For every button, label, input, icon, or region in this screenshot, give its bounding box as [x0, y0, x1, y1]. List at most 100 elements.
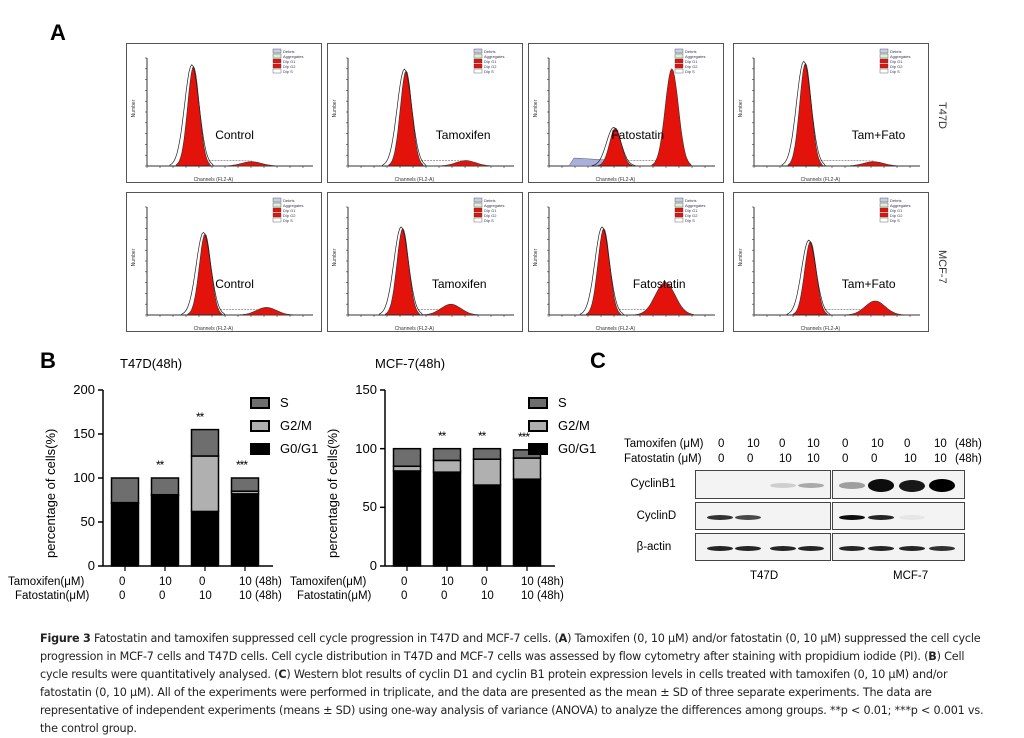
protein-band [839, 482, 865, 489]
legend-swatch [272, 68, 282, 74]
bar-segment-s [110, 477, 140, 504]
protein-band [899, 545, 925, 551]
tamoxifen-dose: 0 [842, 438, 849, 450]
legend-swatch [250, 396, 270, 409]
legend-swatch [272, 197, 282, 203]
tamoxifen-dose: 0 [779, 438, 786, 450]
protein-band [839, 514, 865, 520]
bar-segment-g2m [110, 501, 140, 505]
legend-swatch [473, 48, 483, 54]
legend-swatch [272, 48, 282, 54]
fatostatin-dose: 10 (48h) [239, 590, 282, 602]
legend-item: G2/M [528, 418, 590, 433]
fatostatin-dose: 10 [807, 453, 820, 465]
protein-label-cyclinb1: CyclinB1 [630, 478, 676, 490]
g2-peak [651, 68, 693, 167]
figure-caption: Figure 3 Fatostatin and tamoxifen suppre… [40, 630, 990, 738]
legend-swatch [528, 396, 548, 409]
blot-cyclinb1-mcf7 [832, 470, 965, 499]
panel-c-label: C [590, 348, 606, 373]
fatostatin-dose: 0 [871, 453, 878, 465]
legend-text: Aggregates [685, 203, 705, 208]
tamoxifen-dose: 0 [481, 576, 488, 588]
legend-swatch [879, 68, 889, 74]
y-axis-label: Number [738, 248, 744, 266]
legend-text: Debris [484, 198, 496, 203]
legend-swatch [674, 48, 684, 54]
legend-text: Dip G2 [890, 213, 903, 218]
legend-label: G0/G1 [280, 441, 319, 456]
legend-swatch [272, 58, 282, 64]
protein-band [899, 514, 925, 520]
y-tick-label: 50 [80, 514, 95, 529]
legend-swatch [473, 68, 483, 74]
legend-text: Dip G1 [283, 208, 296, 213]
protein-band [868, 514, 894, 520]
caption-text: ) Tamoxifen (0, 10 μM) and/or fatostatin… [40, 632, 981, 663]
x-axis-label: Channels (FL2-A) [395, 326, 435, 332]
tamoxifen-dose: 10 [934, 438, 947, 450]
legend-swatch [473, 58, 483, 64]
significance-marker: ** [438, 428, 446, 443]
tamoxifen-dose: 10 [441, 576, 454, 588]
fatostatin-dose: 0 [159, 590, 166, 602]
g2-peak [221, 161, 282, 167]
y-axis-label: percentage of cells(%) [43, 428, 58, 558]
bar-segment-g2m [392, 465, 422, 472]
legend-text: Debris [283, 198, 295, 203]
caption-text: Fatostatin and tamoxifen suppressed cell… [90, 632, 559, 645]
figure-label: Figure 3 [40, 632, 91, 645]
legend-label: G2/M [280, 418, 312, 433]
g2-peak [634, 282, 696, 316]
fatostatin-dose: 0 [842, 453, 849, 465]
measured-outline [169, 64, 215, 167]
x-axis-label: Channels (FL2-A) [194, 177, 234, 183]
tamoxifen-dose: (48h) [955, 438, 982, 450]
g1-peak [792, 241, 829, 316]
y-axis-label: Number [533, 248, 539, 266]
legend-text: Debris [890, 49, 902, 54]
legend-text: Aggregates [890, 203, 910, 208]
legend-swatch [674, 197, 684, 203]
legend-swatch [674, 212, 684, 218]
y-axis-label: Number [332, 248, 338, 266]
legend-text: Dip G2 [484, 64, 497, 69]
caption-text: ) Cell cycle results were quantitatively… [40, 650, 965, 681]
legend-swatch [473, 197, 483, 203]
fatostatin-dose: 0 [718, 453, 725, 465]
y-tick-label: 100 [355, 440, 377, 456]
bar-segment-g2m [432, 459, 462, 473]
legend-text: Dip G1 [685, 208, 698, 213]
x-axis-label: Channels (FL2-A) [801, 177, 841, 183]
g1-peak [787, 62, 824, 167]
legend-text: Aggregates [283, 203, 303, 208]
condition-label: Fatostatin [611, 128, 665, 142]
legend-swatch [674, 68, 684, 74]
y-tick-label: 0 [369, 558, 377, 573]
bar-segment-s [230, 477, 260, 492]
y-axis-label: Number [131, 248, 137, 266]
legend-text: Dip G1 [890, 208, 903, 213]
blot-actin-mcf7 [832, 533, 965, 561]
legend-swatch [674, 58, 684, 64]
legend-text: Dip S [484, 218, 494, 223]
legend-text: Debris [685, 198, 697, 203]
y-axis-label: Number [332, 99, 338, 117]
y-axis-label: Number [131, 99, 137, 117]
measured-outline [579, 226, 625, 316]
legend-text: Dip G2 [890, 64, 903, 69]
tamoxifen-dose: 0 [199, 576, 206, 588]
tamoxifen-dose: 0 [401, 576, 408, 588]
condition-label: Control [215, 277, 254, 291]
tamoxifen-dose: 0 [904, 438, 911, 450]
significance-marker: *** [236, 458, 248, 472]
tamoxifen-label: Tamoxifen (μM) [624, 438, 704, 450]
legend-swatch [473, 63, 483, 69]
legend-label: G2/M [558, 418, 590, 433]
measured-outline [382, 68, 427, 167]
